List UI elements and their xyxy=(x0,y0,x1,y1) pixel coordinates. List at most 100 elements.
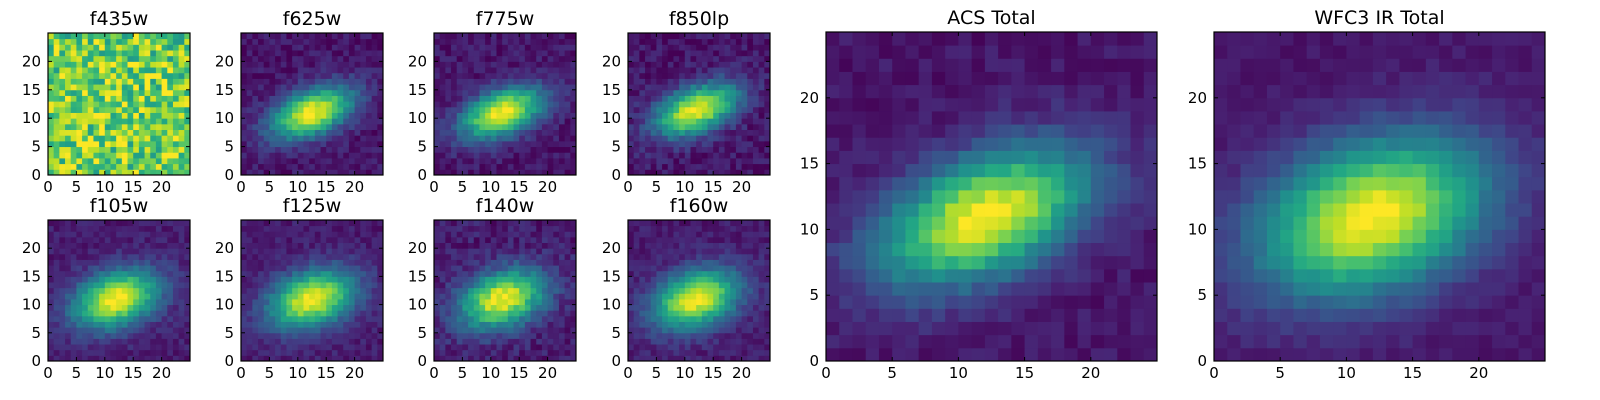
heatmap-cell xyxy=(121,287,128,294)
heatmap-cell xyxy=(473,72,480,79)
heatmap-cell xyxy=(462,123,469,131)
heatmap-cell xyxy=(558,33,566,40)
heatmap-cell xyxy=(48,282,55,289)
heatmap-cell xyxy=(747,101,754,108)
heatmap-cell xyxy=(741,129,748,136)
heatmap-cell xyxy=(286,327,293,334)
heatmap-cell xyxy=(184,33,191,40)
heatmap-cell xyxy=(144,338,151,345)
heatmap-cell xyxy=(679,106,686,113)
heatmap-cell xyxy=(696,67,703,74)
heatmap-cell xyxy=(473,61,480,68)
heatmap-cell xyxy=(434,67,441,74)
heatmap-cell xyxy=(558,84,566,91)
heatmap-cell xyxy=(650,152,657,159)
heatmap-cell xyxy=(696,327,703,334)
heatmap-cell xyxy=(82,253,89,260)
heatmap-cell xyxy=(633,112,640,119)
heatmap-cell xyxy=(343,304,350,311)
heatmap-cell xyxy=(673,67,680,74)
heatmap-cell xyxy=(564,310,571,317)
heatmap-cell xyxy=(707,270,714,277)
heatmap-cell xyxy=(371,231,378,238)
heatmap-cell xyxy=(473,310,480,317)
heatmap-cell xyxy=(161,129,168,136)
heatmap-cell xyxy=(570,112,577,119)
heatmap-cell xyxy=(445,129,452,136)
heatmap-cell xyxy=(87,355,94,362)
heatmap-cell xyxy=(252,89,259,96)
heatmap-cell xyxy=(485,327,492,334)
heatmap-cell xyxy=(138,338,146,345)
heatmap-cell xyxy=(167,321,174,328)
heatmap-cell xyxy=(354,61,361,68)
heatmap-cell xyxy=(485,349,492,356)
heatmap-cell xyxy=(82,112,89,119)
heatmap-cell xyxy=(377,293,384,300)
heatmap-cell xyxy=(343,84,350,91)
heatmap-cell xyxy=(570,101,577,108)
heatmap-cell xyxy=(735,55,743,62)
heatmap-cell xyxy=(445,44,452,51)
heatmap-cell xyxy=(536,152,543,159)
heatmap-cell xyxy=(371,163,378,170)
heatmap-cell xyxy=(53,135,60,142)
heatmap-cell xyxy=(502,55,509,62)
heatmap-cell xyxy=(541,146,549,153)
heatmap-cell xyxy=(127,236,134,244)
heatmap-cell xyxy=(752,298,760,306)
heatmap-cell xyxy=(320,349,327,356)
heatmap-cell xyxy=(524,304,532,311)
heatmap-cell xyxy=(178,298,185,306)
heatmap-cell xyxy=(553,276,560,283)
heatmap-cell xyxy=(673,61,680,68)
heatmap-cell xyxy=(513,293,520,300)
heatmap-cell xyxy=(314,310,321,317)
heatmap-cell xyxy=(564,101,571,108)
heatmap-cell xyxy=(93,72,100,79)
heatmap-cell xyxy=(445,112,452,119)
heatmap-cell xyxy=(269,50,276,57)
heatmap-cell xyxy=(513,67,520,74)
heatmap-cell xyxy=(133,106,140,113)
heatmap-cell xyxy=(65,112,72,119)
heatmap-cell xyxy=(354,332,361,339)
heatmap-cell xyxy=(468,282,475,289)
heatmap-cell xyxy=(320,276,327,283)
heatmap-cell xyxy=(121,298,128,306)
heatmap-cell xyxy=(280,72,287,79)
heatmap-cell xyxy=(150,67,157,74)
heatmap-cell xyxy=(553,220,560,227)
heatmap-cell xyxy=(747,61,754,68)
heatmap-cell xyxy=(752,355,760,362)
heatmap-cell xyxy=(536,236,543,244)
heatmap-cell xyxy=(456,146,463,153)
heatmap-cell xyxy=(309,129,316,136)
heatmap-cell xyxy=(764,293,771,300)
heatmap-cell xyxy=(639,310,646,317)
heatmap-cell xyxy=(48,231,55,238)
heatmap-cell xyxy=(633,55,640,62)
heatmap-cell xyxy=(496,169,503,176)
heatmap-cell xyxy=(360,259,367,266)
heatmap-cell xyxy=(479,140,486,148)
heatmap-cell xyxy=(468,298,475,306)
heatmap-cell xyxy=(735,44,743,51)
heatmap-cell xyxy=(138,67,146,74)
heatmap-cell xyxy=(696,50,703,57)
heatmap-cell xyxy=(303,304,310,311)
heatmap-cell xyxy=(462,253,469,260)
heatmap-cell xyxy=(536,44,543,51)
heatmap-cell xyxy=(684,349,691,356)
heatmap-cell xyxy=(161,349,168,356)
heatmap-cell xyxy=(184,169,191,176)
heatmap-cell xyxy=(524,55,532,62)
heatmap-cell xyxy=(645,55,652,62)
heatmap-cell xyxy=(82,276,89,283)
heatmap-cell xyxy=(314,355,321,362)
heatmap-cell xyxy=(502,231,509,238)
heatmap-cell xyxy=(439,112,446,119)
heatmap-cell xyxy=(320,95,327,102)
heatmap-cell xyxy=(99,152,106,159)
heatmap-cell xyxy=(536,101,543,108)
